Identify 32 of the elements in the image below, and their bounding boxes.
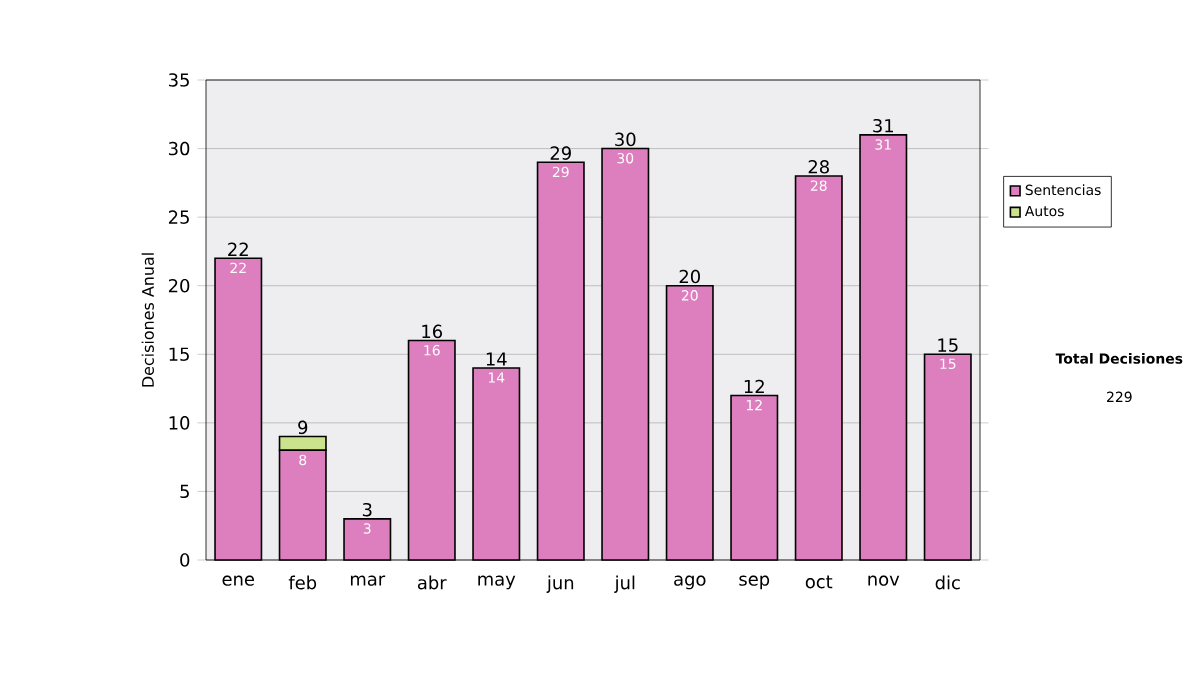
x-tick-label: sep [739, 575, 770, 590]
total-label: 30 [615, 132, 636, 147]
y-tick-label: 15 [169, 347, 189, 361]
y-tick-label: 20 [168, 278, 190, 293]
x-tick-label: jul [614, 575, 635, 593]
x-tick-label: mar [350, 575, 386, 586]
total-label: 28 [808, 160, 829, 174]
y-tick-label: 0 [180, 553, 190, 567]
y-tick-label: 35 [169, 73, 189, 87]
y-tick-label: 5 [180, 484, 189, 499]
total-label: 29 [550, 146, 571, 160]
x-tick-label: ago [674, 575, 706, 590]
x-tick-label: dic [935, 575, 960, 590]
total-label: 9 [298, 420, 308, 435]
y-tick-label: 25 [168, 210, 189, 224]
total-label: 14 [486, 352, 507, 366]
total-label: 20 [679, 269, 700, 284]
total-label: 3 [362, 502, 372, 517]
total-label: 16 [422, 324, 443, 339]
total-label: 31 [873, 118, 894, 133]
total-label: 22 [228, 242, 248, 256]
x-tick-label: ene [222, 575, 255, 586]
x-tick-label: nov [868, 575, 900, 586]
x-tick-label: jun [546, 575, 574, 593]
x-tick-label: may [478, 575, 516, 590]
x-tick-label: oct [805, 575, 833, 589]
total-label: 12 [744, 379, 764, 394]
y-tick-label: 10 [169, 416, 190, 430]
y-tick-label: 30 [169, 141, 190, 156]
total-label: 15 [938, 338, 958, 352]
x-tick-label: feb [288, 575, 317, 590]
x-tick-label: abr [417, 575, 447, 590]
